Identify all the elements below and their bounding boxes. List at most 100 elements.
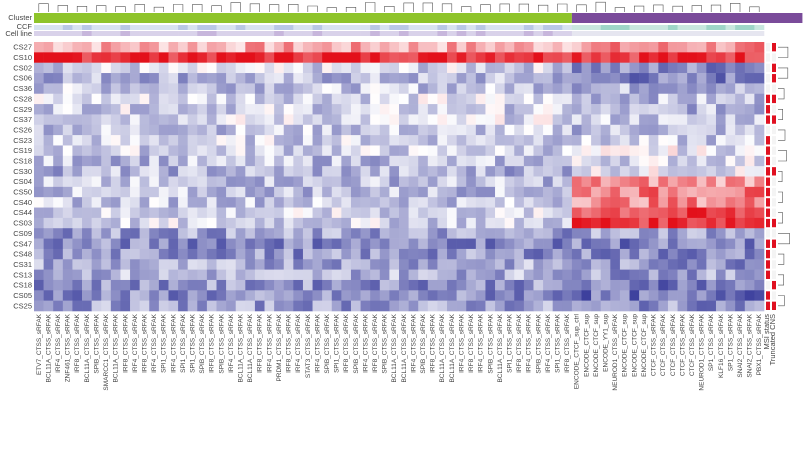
- ccf-track-cell: [149, 25, 160, 30]
- heatmap-cell: [456, 300, 467, 312]
- heatmap-cell: [408, 155, 419, 167]
- heatmap-cell: [168, 290, 179, 301]
- heatmap-cell: [360, 83, 371, 95]
- heatmap-cell: [523, 145, 534, 157]
- heatmap-cell: [274, 259, 285, 270]
- heatmap-cell: [408, 145, 419, 157]
- heatmap-cell: [687, 259, 698, 270]
- heatmap-cell: [293, 279, 304, 291]
- heatmap-cell: [696, 104, 707, 115]
- heatmap-cell: [350, 104, 361, 115]
- heatmap-cell: [350, 259, 361, 270]
- heatmap-cell: [293, 197, 304, 208]
- heatmap-cell: [696, 155, 707, 167]
- heatmap-cell: [639, 166, 650, 177]
- ccf-track-cell: [178, 25, 188, 30]
- heatmap-cell: [418, 279, 429, 291]
- column-label: IRF8_CTSS_sRFAK: [564, 313, 571, 373]
- heatmap-cell: [120, 42, 131, 53]
- heatmap-cell: [571, 42, 582, 53]
- heatmap-cell: [130, 166, 140, 177]
- heatmap-cell: [178, 290, 188, 301]
- heatmap-cell: [677, 124, 688, 136]
- heatmap-cell: [245, 42, 256, 53]
- heatmap-cell: [302, 114, 313, 126]
- heatmap-cell: [293, 42, 304, 53]
- heatmap-cell: [562, 217, 573, 229]
- heatmap-cell: [619, 197, 630, 208]
- heatmap-cell: [523, 300, 534, 312]
- dendrogram-branch: [595, 1, 606, 12]
- heatmap-cell: [495, 238, 505, 250]
- heatmap-cell: [735, 290, 746, 301]
- heatmap-cell: [43, 104, 54, 115]
- heatmap-cell: [302, 259, 313, 270]
- heatmap-cell: [725, 145, 736, 157]
- heatmap-cell: [437, 186, 448, 198]
- heatmap-cell: [629, 248, 640, 260]
- heatmap-cell: [302, 186, 313, 198]
- heatmap-cell: [254, 228, 265, 239]
- heatmap-cell: [600, 269, 611, 281]
- heatmap-cell: [82, 104, 92, 115]
- heatmap-cell: [504, 238, 515, 250]
- heatmap-cell: [34, 155, 44, 167]
- heatmap-cell: [350, 217, 361, 229]
- cell-line-track-cell: [158, 31, 169, 36]
- heatmap-cell: [619, 62, 630, 74]
- heatmap-cell: [754, 217, 765, 229]
- column-label: CTCF_CTSS_sRFAK: [679, 313, 686, 376]
- heatmap-cell: [91, 52, 102, 63]
- heatmap-cell: [610, 52, 621, 63]
- heatmap-cell: [600, 238, 611, 250]
- heatmap-cell: [725, 269, 736, 281]
- heatmap-cell: [110, 217, 121, 229]
- heatmap-cell: [744, 42, 755, 53]
- heatmap-cell: [677, 135, 688, 146]
- heatmap-cell: [591, 104, 602, 115]
- heatmap-cell: [72, 166, 83, 177]
- heatmap-cell: [34, 290, 44, 301]
- heatmap-cell: [456, 124, 467, 136]
- heatmap-cell: [206, 217, 217, 229]
- heatmap-cell: [158, 93, 169, 105]
- heatmap-cell: [264, 248, 275, 260]
- heatmap-cell: [667, 62, 678, 74]
- heatmap-cell: [399, 62, 409, 74]
- heatmap-cell: [696, 93, 707, 105]
- heatmap-cell: [274, 93, 285, 105]
- heatmap-cell: [110, 269, 121, 281]
- heatmap-cell: [408, 300, 419, 312]
- heatmap-cell: [62, 269, 73, 281]
- column-label: ENCODE_CTCF_sup: [593, 314, 600, 377]
- heatmap-cell: [552, 238, 563, 250]
- dendrogram-branch: [269, 4, 280, 12]
- heatmap-cell: [389, 73, 400, 84]
- heatmap-cell: [322, 135, 333, 146]
- heatmap-cell: [533, 176, 544, 188]
- heatmap-cell: [350, 93, 361, 105]
- heatmap-cell: [62, 42, 73, 53]
- heatmap-cell: [600, 93, 611, 105]
- heatmap-cell: [514, 228, 525, 239]
- heatmap-cell: [514, 238, 525, 250]
- heatmap-cell: [552, 300, 563, 312]
- heatmap-cell: [197, 279, 208, 291]
- heatmap-cell: [466, 73, 477, 84]
- heatmap-cell: [648, 42, 659, 53]
- cell-line-track-cell: [226, 31, 237, 36]
- heatmap-cell: [226, 176, 237, 188]
- heatmap-cell: [610, 259, 621, 270]
- heatmap-cell: [178, 176, 188, 188]
- heatmap-cell: [744, 135, 755, 146]
- heatmap-cell: [466, 217, 477, 229]
- heatmap-cell: [62, 197, 73, 208]
- heatmap-cell: [120, 135, 131, 146]
- heatmap-cell: [139, 290, 150, 301]
- heatmap-cell: [399, 166, 409, 177]
- cell-line-track-cell: [437, 31, 448, 36]
- heatmap-cell: [437, 197, 448, 208]
- heatmap-cell: [360, 279, 371, 291]
- heatmap-cell: [149, 145, 160, 157]
- heatmap-cell: [523, 279, 534, 291]
